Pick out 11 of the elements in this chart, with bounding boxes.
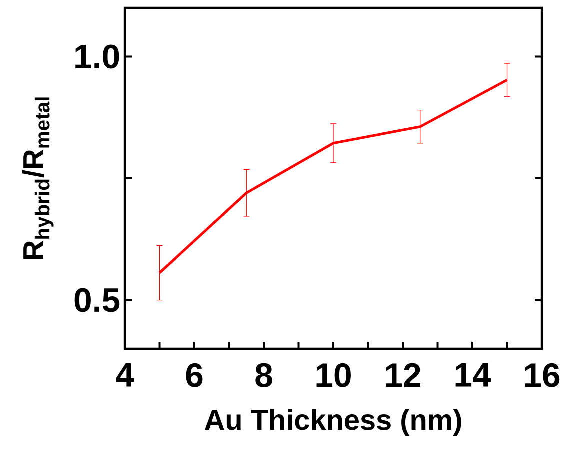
x-tick-label: 6 [186, 363, 203, 388]
y-tick-label: 0.5 [74, 288, 120, 312]
x-tick-label: 14 [456, 363, 492, 387]
x-axis-title: Au Thickness (nm) [204, 409, 462, 436]
x-tick-label: 4 [116, 363, 134, 387]
x-tick-label: 16 [525, 363, 560, 388]
x-tick-label: 12 [386, 363, 420, 388]
x-tick-label: 10 [316, 363, 351, 388]
y-tick-label: 1.0 [76, 44, 120, 69]
x-tick-label: 8 [256, 363, 272, 388]
y-axis-title: R$_{hybrid}$/R$_{metal}$ [22, 98, 54, 260]
